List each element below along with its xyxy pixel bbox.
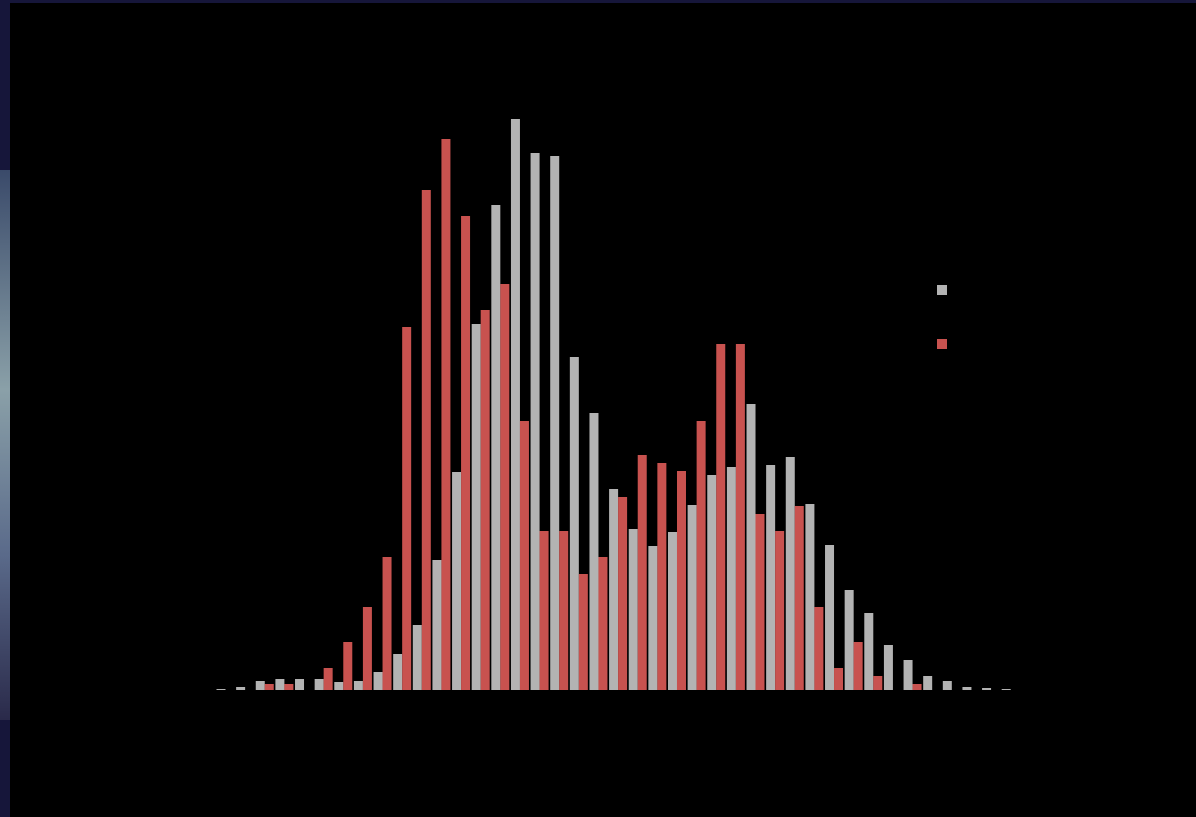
bar: [755, 514, 765, 690]
bar: [295, 679, 305, 690]
bar: [471, 324, 481, 690]
bar: [510, 119, 520, 690]
bar: [844, 590, 854, 690]
legend-swatch: [937, 339, 947, 349]
bar: [530, 153, 540, 690]
bar: [284, 684, 294, 690]
bar: [923, 676, 933, 690]
bar: [618, 497, 628, 690]
bar: [382, 557, 392, 690]
bar: [343, 642, 353, 690]
bar: [559, 531, 569, 690]
bar: [628, 529, 638, 690]
bar: [598, 557, 608, 690]
bar: [421, 190, 431, 690]
bar: [216, 689, 226, 690]
bar: [687, 505, 697, 690]
bar: [362, 607, 372, 690]
bar: [432, 560, 442, 690]
bar: [942, 681, 952, 690]
bar: [353, 681, 363, 690]
bar: [982, 688, 992, 690]
bar: [539, 531, 549, 690]
bar: [775, 531, 785, 690]
bar: [667, 532, 677, 690]
bar: [264, 684, 274, 690]
bar: [883, 645, 893, 690]
bar: [314, 679, 324, 690]
bar: [726, 467, 736, 690]
bar: [550, 156, 560, 690]
bar: [323, 668, 333, 690]
bar: [1001, 689, 1011, 690]
legend-swatch: [937, 285, 947, 295]
bar: [853, 642, 863, 690]
bar: [794, 506, 804, 690]
bar: [746, 404, 756, 690]
bar: [441, 139, 451, 690]
bar: [657, 463, 667, 690]
bar: [785, 457, 795, 690]
bar: [491, 205, 501, 690]
bar: [735, 344, 745, 690]
bar: [814, 607, 824, 690]
bar: [903, 660, 913, 690]
bar: [402, 327, 412, 690]
window-edge: [0, 170, 10, 720]
bar: [825, 545, 835, 690]
bar: [578, 574, 588, 690]
bar: [716, 344, 726, 690]
bar: [864, 613, 874, 690]
bar: [589, 413, 599, 690]
bar: [834, 668, 844, 690]
bar: [393, 654, 403, 690]
bar: [696, 421, 706, 690]
bar: [766, 465, 776, 690]
bar: [373, 672, 383, 690]
bar: [255, 681, 265, 690]
bar: [912, 684, 922, 690]
bar: [480, 310, 490, 690]
bar: [569, 357, 579, 690]
bar: [707, 475, 717, 690]
bar: [236, 687, 246, 690]
bar: [637, 455, 647, 690]
bar: [648, 546, 658, 690]
bar: [519, 421, 529, 690]
bar: [962, 687, 972, 690]
bar: [461, 216, 471, 690]
bar: [676, 471, 686, 690]
bar: [500, 284, 510, 690]
bar: [275, 679, 285, 690]
bar: [334, 682, 344, 690]
bar: [412, 625, 422, 690]
bar: [805, 504, 815, 690]
bar: [452, 472, 462, 690]
bar: [609, 489, 619, 690]
bar: [873, 676, 883, 690]
